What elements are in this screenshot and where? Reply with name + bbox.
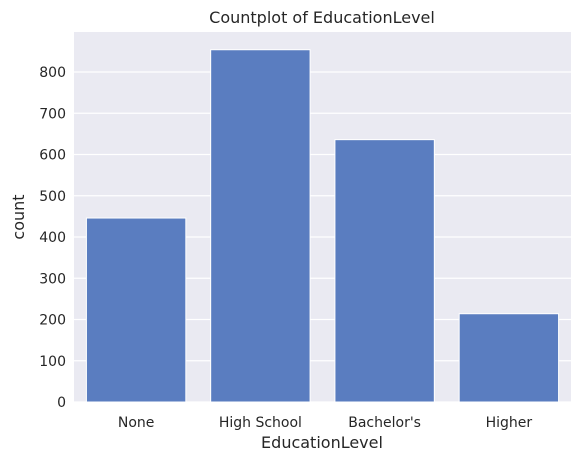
y-tick-label: 800: [39, 65, 66, 81]
y-tick-label: 500: [39, 189, 66, 205]
x-tick-label: None: [118, 415, 155, 431]
y-axis-label: count: [9, 194, 28, 239]
bars: [85, 49, 560, 403]
x-tick-label: Bachelor's: [348, 415, 421, 431]
y-tick-label: 400: [39, 230, 66, 246]
bar-3: [458, 313, 560, 403]
chart-title: Countplot of EducationLevel: [209, 8, 435, 27]
x-tick-label: High School: [219, 415, 302, 431]
y-tick-labels: 0 100 200 300 400 500 600 700 800: [39, 65, 66, 411]
bar-0: [85, 217, 187, 403]
y-tick-label: 0: [57, 395, 66, 411]
x-axis-label: EducationLevel: [261, 433, 383, 452]
y-tick-label: 100: [39, 354, 66, 370]
y-tick-label: 300: [39, 271, 66, 287]
y-tick-label: 200: [39, 313, 66, 329]
bar-2: [334, 139, 435, 403]
y-tick-label: 600: [39, 148, 66, 164]
x-tick-labels: None High School Bachelor's Higher: [118, 415, 533, 431]
y-tick-label: 700: [39, 106, 66, 122]
x-tick-label: Higher: [486, 415, 533, 431]
bar-1: [210, 49, 311, 403]
